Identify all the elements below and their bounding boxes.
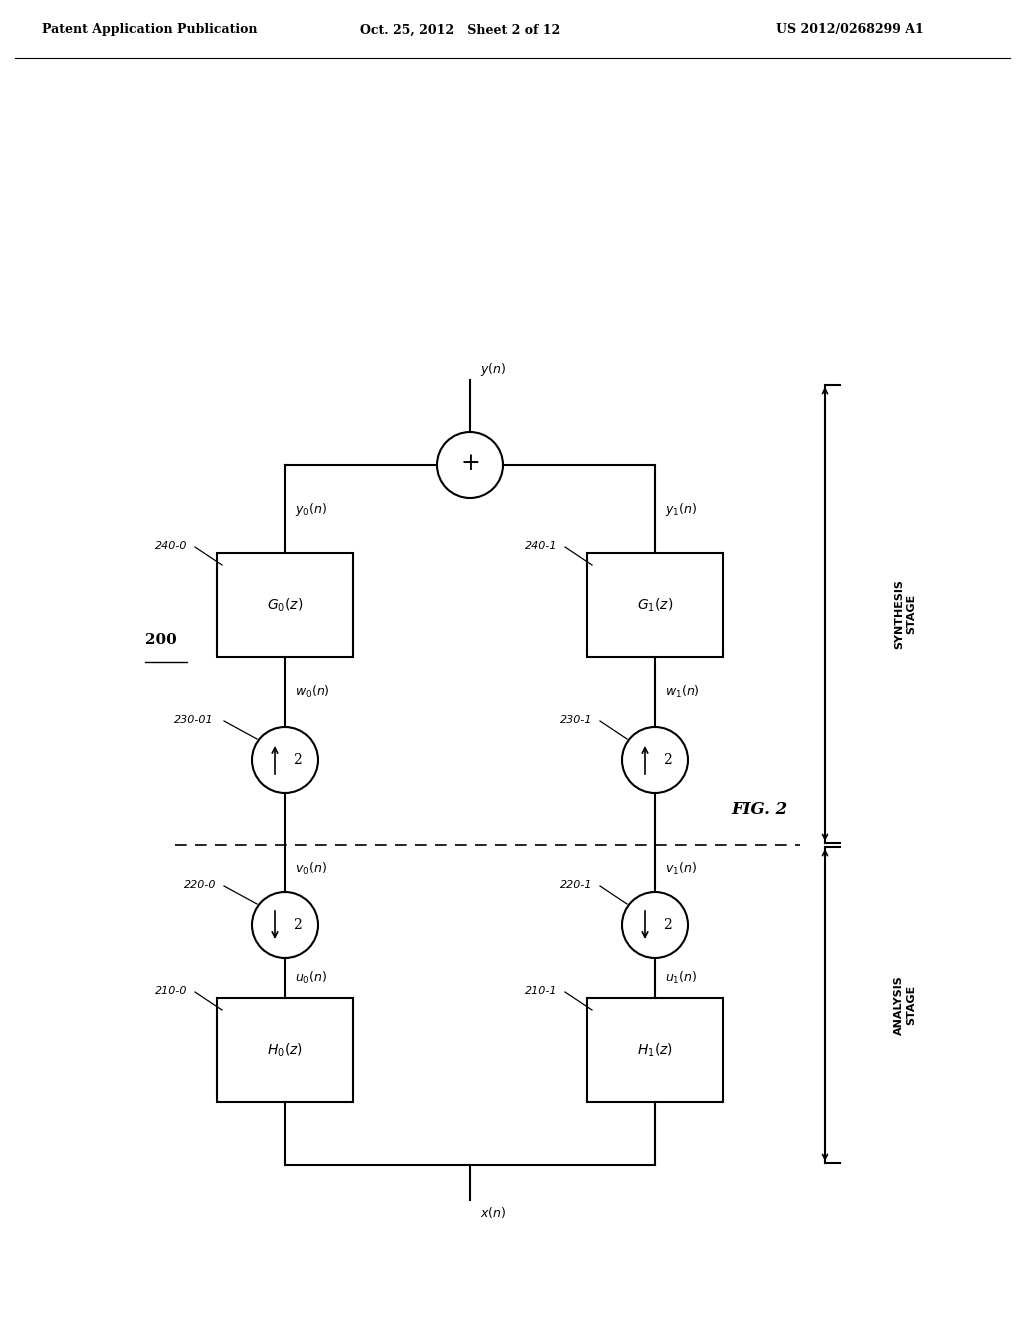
Text: $x(n)$: $x(n)$	[480, 1205, 506, 1220]
Bar	[587, 553, 723, 657]
Text: 220-0: 220-0	[184, 880, 216, 890]
Text: 240-1: 240-1	[525, 541, 557, 550]
Text: ANALYSIS
STAGE: ANALYSIS STAGE	[894, 975, 916, 1035]
Text: 240-0: 240-0	[155, 541, 187, 550]
Text: $G_1(z)$: $G_1(z)$	[637, 597, 673, 614]
Text: 2: 2	[293, 752, 302, 767]
Text: $v_0(n)$: $v_0(n)$	[295, 861, 327, 876]
Text: $v_1(n)$: $v_1(n)$	[665, 861, 697, 876]
Text: 220-1: 220-1	[560, 880, 593, 890]
Text: $u_0(n)$: $u_0(n)$	[295, 970, 328, 986]
Text: $H_0(z)$: $H_0(z)$	[267, 1041, 303, 1059]
Text: $y_1(n)$: $y_1(n)$	[665, 500, 697, 517]
Text: SYNTHESIS
STAGE: SYNTHESIS STAGE	[894, 579, 916, 649]
Text: Patent Application Publication: Patent Application Publication	[42, 24, 258, 37]
Text: $y_0(n)$: $y_0(n)$	[295, 500, 328, 517]
Text: $u_1(n)$: $u_1(n)$	[665, 970, 697, 986]
Text: Oct. 25, 2012   Sheet 2 of 12: Oct. 25, 2012 Sheet 2 of 12	[359, 24, 560, 37]
Text: 210-1: 210-1	[525, 986, 557, 997]
Text: $H_1(z)$: $H_1(z)$	[637, 1041, 673, 1059]
Bar	[217, 998, 353, 1102]
Text: 230-1: 230-1	[560, 715, 593, 725]
Text: 200: 200	[145, 634, 177, 647]
Text: 2: 2	[663, 917, 672, 932]
Text: $G_0(z)$: $G_0(z)$	[267, 597, 303, 614]
Text: US 2012/0268299 A1: US 2012/0268299 A1	[776, 24, 924, 37]
Text: +: +	[460, 451, 480, 474]
Text: $w_0(n)$: $w_0(n)$	[295, 684, 330, 700]
Text: $w_1(n)$: $w_1(n)$	[665, 684, 699, 700]
Text: 2: 2	[663, 752, 672, 767]
Bar	[217, 553, 353, 657]
Text: 230-01: 230-01	[174, 715, 214, 725]
Text: $y(n)$: $y(n)$	[480, 360, 506, 378]
Text: 210-0: 210-0	[155, 986, 187, 997]
Bar	[587, 998, 723, 1102]
Text: 2: 2	[293, 917, 302, 932]
Text: FIG. 2: FIG. 2	[732, 801, 788, 818]
